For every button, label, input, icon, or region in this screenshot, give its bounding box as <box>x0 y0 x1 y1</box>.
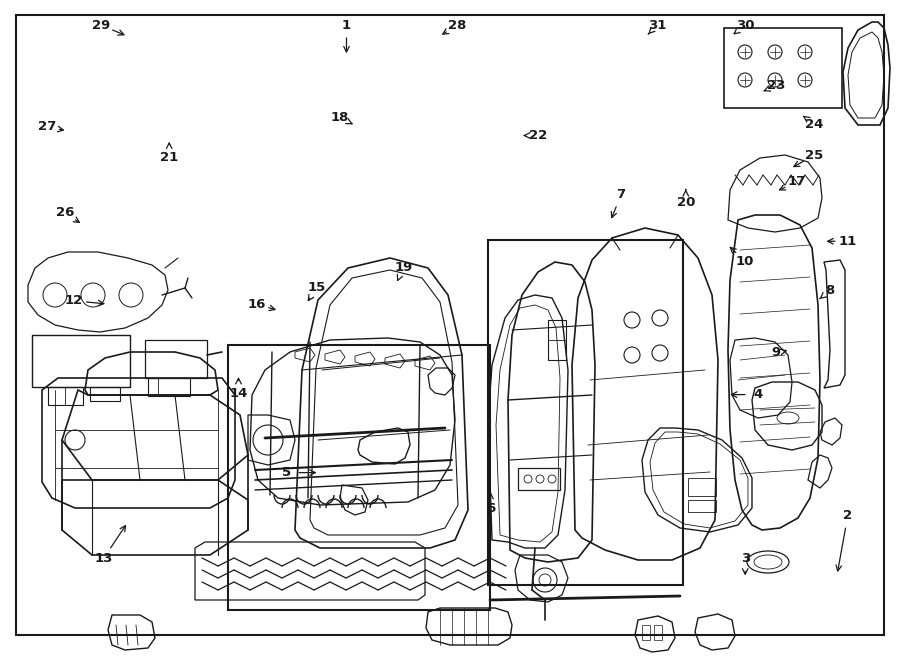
Text: 31: 31 <box>648 19 666 32</box>
Text: 18: 18 <box>331 111 349 124</box>
Text: 2: 2 <box>843 509 852 522</box>
Bar <box>48 387 83 405</box>
Text: 16: 16 <box>248 297 266 311</box>
Text: 27: 27 <box>38 120 56 134</box>
Bar <box>688 500 716 512</box>
Text: 5: 5 <box>282 466 291 479</box>
Text: 25: 25 <box>806 149 824 162</box>
Text: 10: 10 <box>736 254 754 268</box>
Text: 7: 7 <box>616 188 625 202</box>
Bar <box>688 478 716 496</box>
Bar <box>548 320 566 360</box>
Text: 3: 3 <box>741 552 750 565</box>
Text: 23: 23 <box>767 79 785 93</box>
Bar <box>724 28 842 108</box>
Bar <box>488 240 683 585</box>
Text: 12: 12 <box>65 294 83 307</box>
Bar <box>148 378 190 396</box>
Bar <box>90 387 120 401</box>
Bar <box>654 625 662 640</box>
Text: 29: 29 <box>92 19 110 32</box>
Text: 8: 8 <box>825 284 834 297</box>
Text: 13: 13 <box>94 552 112 565</box>
Text: 22: 22 <box>529 129 547 142</box>
Text: 15: 15 <box>308 281 326 294</box>
Text: 11: 11 <box>839 235 857 248</box>
Bar <box>518 468 560 490</box>
Text: 9: 9 <box>771 346 780 360</box>
Text: 4: 4 <box>753 388 762 401</box>
Text: 1: 1 <box>342 19 351 32</box>
Bar <box>32 335 130 387</box>
Text: 6: 6 <box>486 502 495 516</box>
Text: 20: 20 <box>677 196 695 209</box>
Text: 26: 26 <box>56 206 74 219</box>
Text: 14: 14 <box>230 387 248 400</box>
Text: 19: 19 <box>394 261 412 274</box>
Text: 28: 28 <box>448 19 466 32</box>
Bar <box>145 340 207 378</box>
Bar <box>642 625 650 640</box>
Bar <box>228 345 490 610</box>
Text: 17: 17 <box>788 175 806 188</box>
Text: 30: 30 <box>736 19 754 32</box>
Text: 21: 21 <box>160 151 178 164</box>
Text: 24: 24 <box>806 118 824 131</box>
